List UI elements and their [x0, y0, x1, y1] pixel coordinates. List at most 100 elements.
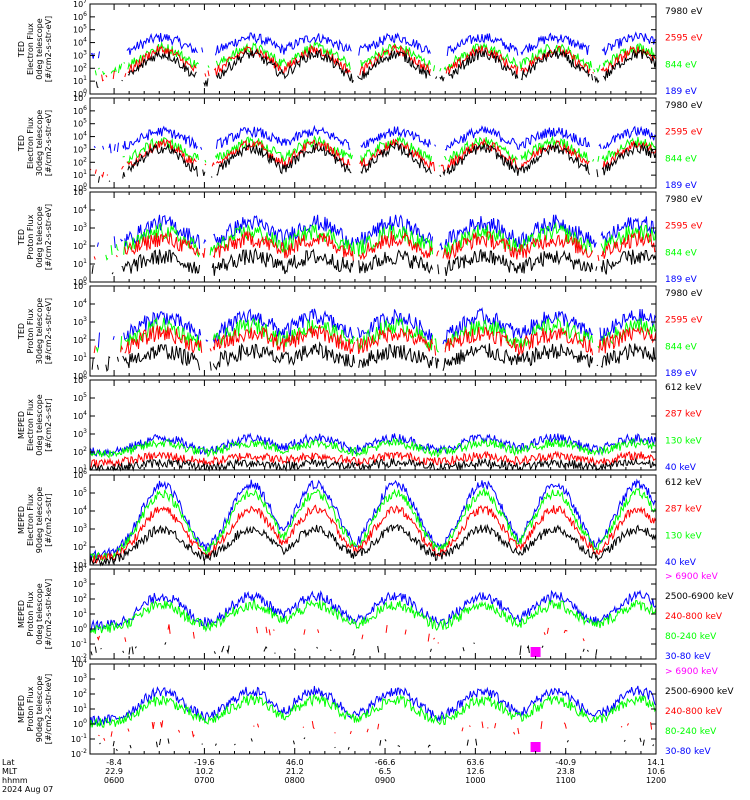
- y-tick-exponent: 3: [83, 316, 87, 323]
- y-axis-label-line: Proton Flux: [26, 591, 35, 636]
- y-tick-label: 103: [73, 143, 87, 154]
- y-tick-exponent: 1: [83, 608, 87, 615]
- legend-entry: 130 keV: [665, 531, 702, 541]
- legend-entry: 40 keV: [665, 463, 697, 473]
- legend-entry: 2595 eV: [665, 34, 703, 44]
- legend-entry: 130 keV: [665, 436, 702, 446]
- y-tick-exponent: 0: [83, 370, 87, 377]
- y-tick-label: 105: [73, 24, 87, 35]
- y-axis-label-line: Proton Flux: [26, 214, 35, 259]
- series-trace-green: [94, 41, 657, 76]
- y-tick-label: 103: [73, 222, 87, 233]
- legend-entry: 612 keV: [665, 478, 702, 488]
- y-axis-label-line: [#/cm2-s-str-keV]: [44, 579, 53, 650]
- y-tick-label: 101: [73, 703, 87, 714]
- y-tick-label: 105: [73, 118, 87, 129]
- y-tick-exponent: 3: [83, 673, 87, 680]
- y-tick-exponent: 3: [83, 49, 87, 56]
- y-tick-exponent: 6: [83, 11, 87, 18]
- y-tick-exponent: 4: [83, 563, 87, 570]
- y-axis-label: MEPEDElectron Flux90deg telescope[#/cm2-…: [17, 487, 53, 554]
- legend-entry: 7980 eV: [665, 195, 703, 205]
- y-tick-exponent: 2: [83, 593, 87, 600]
- series-trace-black: [95, 47, 657, 88]
- legend-entry: > 6900 keV: [665, 572, 719, 582]
- y-tick-label: 107: [73, 92, 87, 103]
- x-tick-mlt: 22.9: [105, 767, 123, 776]
- y-axis-label-line: TED: [17, 135, 26, 152]
- legend-entry: 189 eV: [665, 275, 698, 285]
- y-axis-label-line: Electron Flux: [26, 117, 35, 169]
- x-tick-mlt: 6.5: [379, 767, 392, 776]
- legend-entry: 287 keV: [665, 505, 702, 515]
- legend-entry: 844 eV: [665, 248, 698, 258]
- y-tick-exponent: 1: [83, 464, 87, 471]
- y-tick-label: 100: [73, 88, 87, 99]
- legend-entry: 7980 eV: [665, 289, 703, 299]
- legend-entry: 40 keV: [665, 558, 697, 568]
- y-tick-exponent: -1: [81, 638, 87, 645]
- legend-entry: 844 eV: [665, 60, 698, 70]
- legend-entry: 844 eV: [665, 154, 698, 164]
- legend-entry: 2500-6900 keV: [665, 592, 734, 602]
- y-tick-exponent: 5: [83, 487, 87, 494]
- y-axis-label-line: [#/cm2-s-str-eV]: [44, 204, 53, 270]
- x-tick-lat: -40.9: [555, 758, 576, 767]
- y-axis-label-line: MEPED: [17, 695, 26, 723]
- series-trace-red: [93, 230, 656, 261]
- y-tick-label: 105: [73, 280, 87, 291]
- legend-entry: 7980 eV: [665, 7, 703, 17]
- y-tick-exponent: 6: [83, 105, 87, 112]
- y-tick-label: 103: [73, 673, 87, 684]
- y-tick-label: 106: [73, 11, 87, 22]
- series-trace-green: [89, 437, 656, 459]
- y-tick-exponent: 2: [83, 688, 87, 695]
- x-tick-lat: -19.6: [194, 758, 215, 767]
- legend-entry: 7980 eV: [665, 101, 703, 111]
- legend-entry: 240-800 keV: [665, 707, 723, 717]
- y-tick-label: 104: [73, 131, 87, 142]
- y-axis-label: TEDProton Flux0deg telescope[#/cm2-s-str…: [17, 204, 53, 270]
- y-tick-exponent: 7: [83, 92, 87, 99]
- y-axis-label-line: [#/cm2-s-str-eV]: [44, 298, 53, 364]
- x-tick-lat: 46.0: [286, 758, 304, 767]
- y-tick-label: 103: [73, 316, 87, 327]
- y-axis-label: MEPEDProton Flux90deg telescope[#/cm2-s-…: [17, 674, 53, 745]
- x-tick-lat: 14.1: [647, 758, 665, 767]
- x-row-label: Lat: [2, 758, 15, 767]
- y-tick-exponent: 4: [83, 298, 87, 305]
- legend-entry: 30-80 keV: [665, 652, 711, 662]
- y-tick-label: 104: [73, 298, 87, 309]
- legend-entry: 80-240 keV: [665, 632, 717, 642]
- panel-frame: [89, 3, 657, 95]
- y-tick-label: 103: [73, 578, 87, 589]
- y-tick-exponent: 4: [83, 204, 87, 211]
- x-tick-lat: -66.6: [375, 758, 396, 767]
- y-tick-exponent: 2: [83, 446, 87, 453]
- y-tick-exponent: 6: [83, 469, 87, 476]
- y-tick-exponent: 1: [83, 258, 87, 265]
- x-tick-mlt: 21.2: [286, 767, 304, 776]
- x-row-label: 2024 Aug 07: [2, 785, 53, 794]
- legend-entry: 2595 eV: [665, 316, 703, 326]
- y-tick-exponent: 0: [83, 276, 87, 283]
- panel-frame: [89, 568, 657, 660]
- x-tick-mlt: 12.6: [466, 767, 484, 776]
- panel-frame: [89, 474, 657, 566]
- legend-entry: > 6900 keV: [665, 667, 719, 677]
- y-tick-exponent: 0: [83, 623, 87, 630]
- y-tick-label: 102: [73, 688, 87, 699]
- y-axis-label: TEDElectron Flux0deg telescope[#/cm2-s-s…: [17, 16, 53, 82]
- y-axis-label-line: [#/cm2-s-str-keV]: [44, 674, 53, 745]
- y-tick-exponent: 0: [83, 182, 87, 189]
- series-trace-red: [93, 325, 657, 357]
- y-tick-label: 101: [73, 352, 87, 363]
- y-tick-exponent: 2: [83, 156, 87, 163]
- x-tick-mlt: 23.8: [557, 767, 575, 776]
- y-tick-exponent: 5: [83, 118, 87, 125]
